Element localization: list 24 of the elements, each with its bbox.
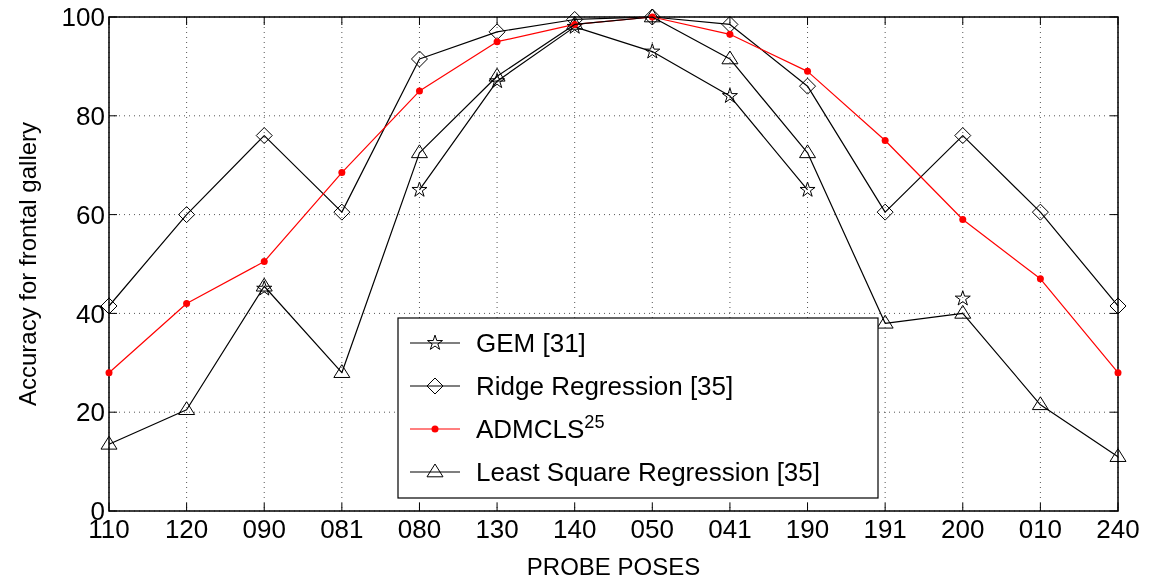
x-tick-label: 190	[785, 514, 830, 544]
legend-label: ADMCLS$^{25}$	[476, 412, 605, 445]
x-tick-label: 081	[320, 514, 364, 544]
x-tick-label: 090	[242, 514, 286, 544]
x-tick-label: 041	[708, 514, 752, 544]
x-tick-label: 050	[630, 514, 674, 544]
y-tick-label: 40	[76, 298, 105, 329]
y-axis-title: Accuracy for frontal gallery	[14, 121, 41, 407]
x-tick-label: 120	[164, 514, 209, 544]
x-tick-label: 080	[397, 514, 442, 544]
x-tick-label: 240	[1096, 514, 1140, 544]
x-tick-label: 191	[863, 514, 907, 544]
legend-label: Ridge Regression [35]	[476, 371, 734, 402]
y-tick-label: 20	[76, 397, 105, 428]
y-tick-label: 100	[61, 2, 105, 33]
x-tick-label: 010	[1018, 514, 1063, 544]
y-tick-label: 80	[76, 100, 105, 131]
x-axis-title: PROBE POSES	[526, 553, 701, 579]
x-tick-label: 130	[475, 514, 519, 544]
x-tick-label: 200	[941, 514, 985, 544]
y-tick-label: 60	[76, 199, 105, 230]
legend-label: Least Square Regression [35]	[476, 457, 820, 488]
legend-label: GEM [31]	[476, 328, 586, 359]
x-tick-label: 140	[553, 514, 597, 544]
